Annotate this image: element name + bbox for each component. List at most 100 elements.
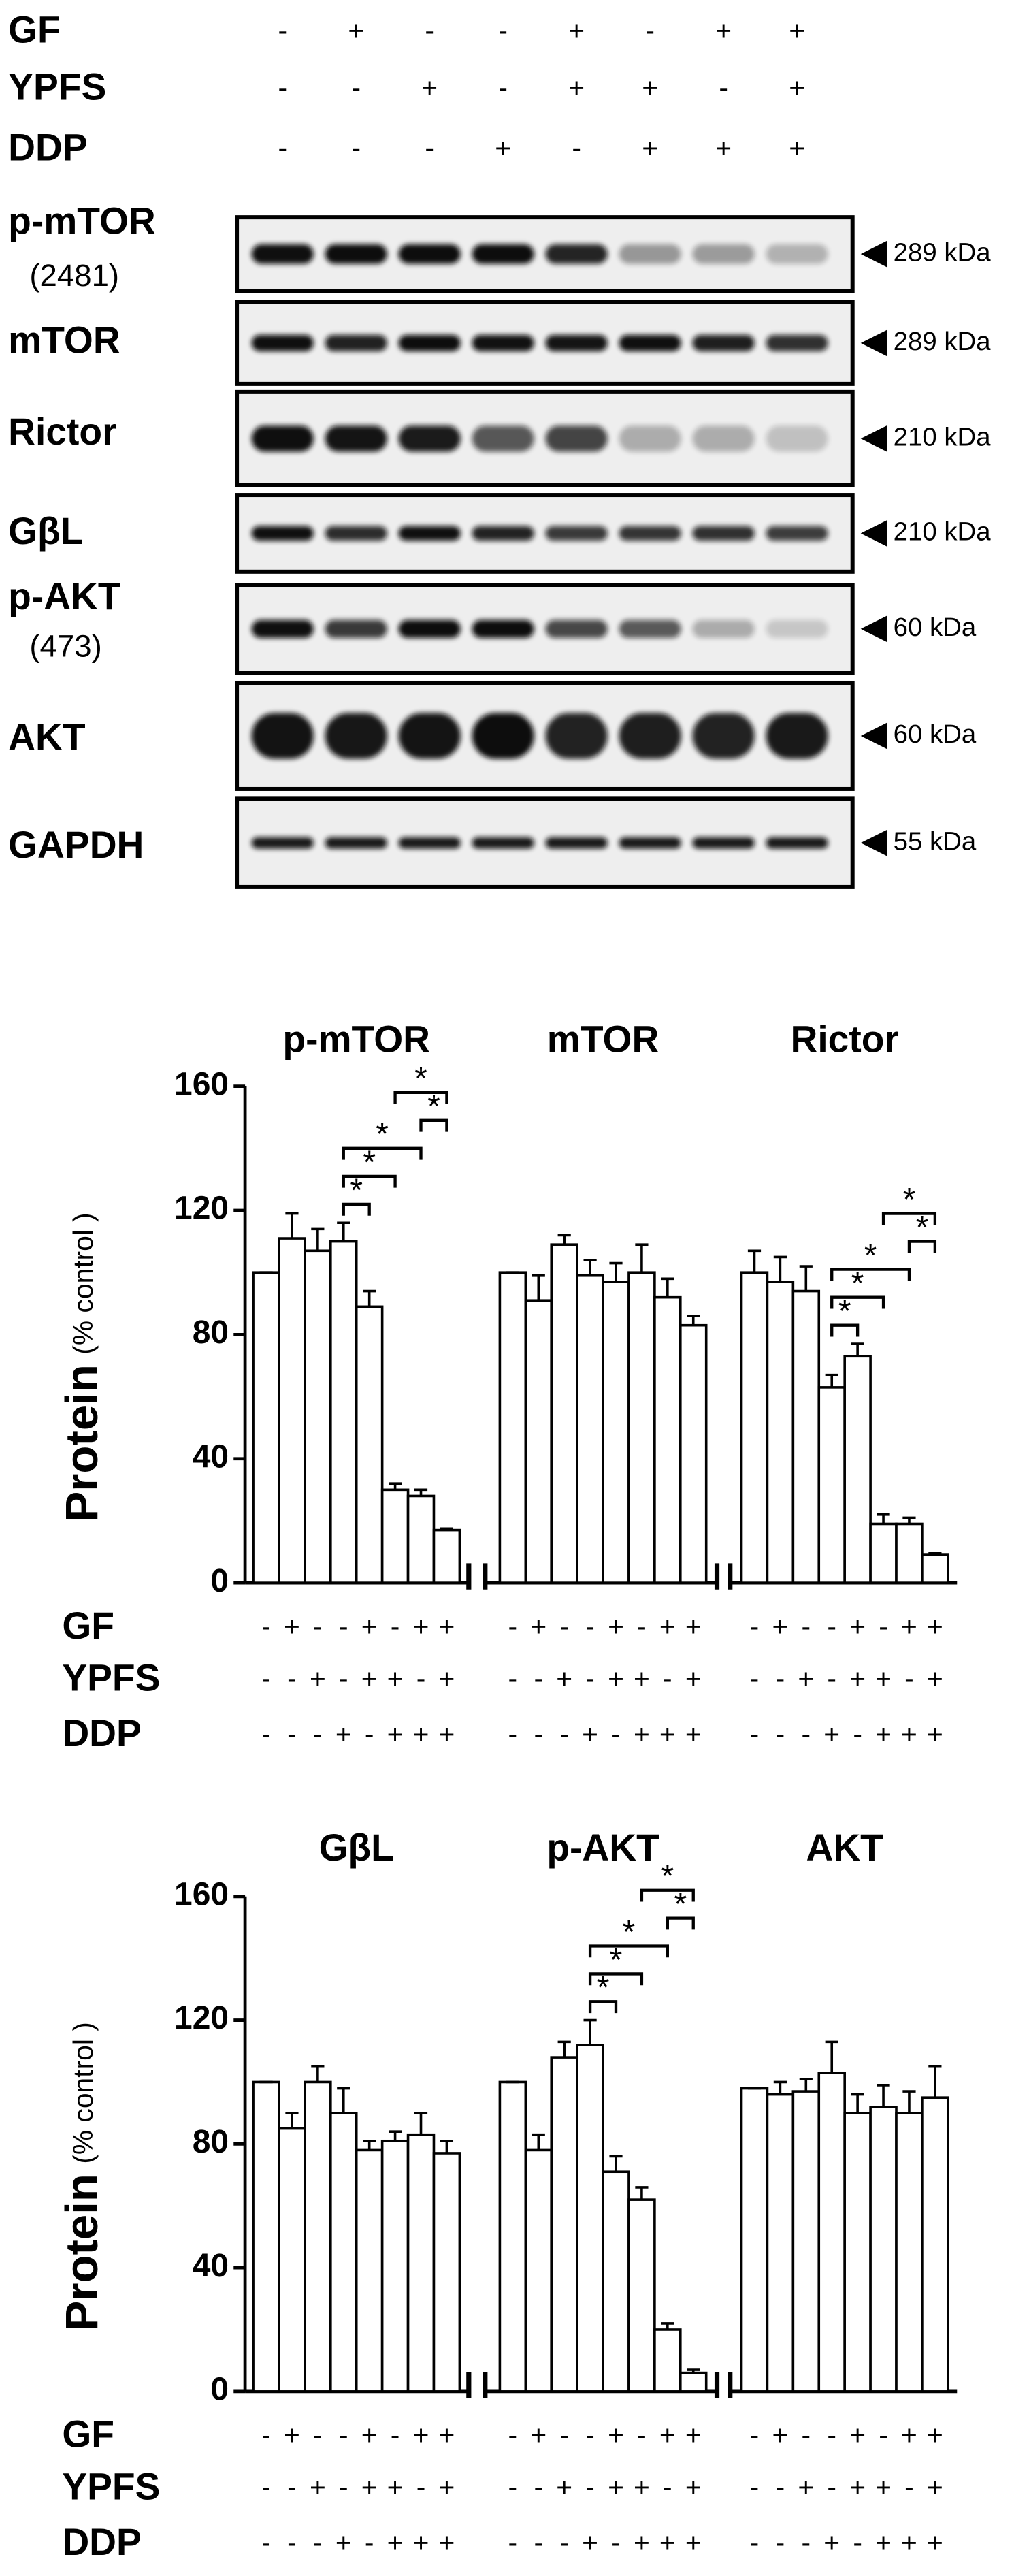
treatment-sign: + bbox=[927, 1611, 943, 1642]
bar bbox=[550, 2056, 578, 2393]
treatment-sign: + bbox=[608, 1663, 624, 1694]
treatment-sign: - bbox=[365, 1718, 374, 1750]
treatment-sign: - bbox=[313, 2419, 323, 2451]
treatment-sign: + bbox=[634, 2527, 650, 2558]
treatment-sign: + bbox=[901, 2527, 917, 2558]
treatment-sign: + bbox=[772, 2419, 788, 2451]
blot-band bbox=[472, 425, 534, 452]
blot-band bbox=[692, 526, 755, 541]
bar bbox=[252, 1271, 280, 1584]
bar bbox=[627, 1271, 656, 1584]
treatment-sign: - bbox=[645, 15, 655, 46]
treatment-sign: - bbox=[802, 1611, 811, 1642]
treatment-sign: + bbox=[685, 2472, 702, 2503]
bar bbox=[304, 1249, 332, 1584]
treatment-sign: - bbox=[827, 1663, 836, 1694]
error-bar bbox=[388, 1482, 402, 1490]
blot-band bbox=[251, 837, 314, 849]
treatment-sign: - bbox=[339, 1663, 348, 1694]
bar bbox=[766, 1281, 795, 1584]
treatment-sign: - bbox=[425, 133, 434, 164]
treatment-sign: - bbox=[827, 2472, 836, 2503]
blot-band bbox=[692, 619, 755, 639]
blot-band bbox=[472, 244, 534, 264]
treatment-sign: + bbox=[927, 2472, 943, 2503]
treatment-sign: + bbox=[642, 72, 658, 103]
treatment-sign: + bbox=[530, 2419, 546, 2451]
error-bar bbox=[902, 1516, 916, 1524]
significance-bracket bbox=[666, 1916, 695, 1930]
treatment-sign: - bbox=[637, 2419, 647, 2451]
treatment-sign: + bbox=[875, 2472, 892, 2503]
treatment-sign: - bbox=[313, 2527, 323, 2558]
treatment-sign: - bbox=[313, 1611, 323, 1642]
treatment-sign: + bbox=[875, 1663, 892, 1694]
treatment-label: YPFS bbox=[62, 2465, 160, 2507]
error-bar bbox=[773, 1255, 787, 1282]
blot-band bbox=[545, 244, 608, 264]
significance-bracket bbox=[588, 1944, 669, 1958]
blot-band bbox=[766, 244, 828, 264]
treatment-sign: - bbox=[508, 1611, 518, 1642]
bar bbox=[817, 2072, 846, 2393]
treatment-sign: - bbox=[278, 72, 287, 103]
blot-sublabel: (2481) bbox=[29, 258, 119, 293]
kda-label: 289 kDa bbox=[894, 327, 992, 356]
treatment-sign: - bbox=[585, 1611, 595, 1642]
treatment-sign: + bbox=[439, 1663, 455, 1694]
treatment-sign: - bbox=[287, 2527, 297, 2558]
treatment-sign: + bbox=[439, 1611, 455, 1642]
treatment-sign: + bbox=[823, 2527, 840, 2558]
blot-band bbox=[692, 244, 755, 264]
bar bbox=[329, 2112, 358, 2393]
error-bar bbox=[532, 1274, 545, 1301]
treatment-sign: + bbox=[568, 15, 585, 46]
bar bbox=[843, 2112, 872, 2393]
chart-title: Rictor bbox=[790, 1018, 898, 1060]
treatment-sign: + bbox=[361, 1611, 378, 1642]
error-bar bbox=[583, 1259, 597, 1276]
bar bbox=[653, 2328, 682, 2393]
treatment-sign: - bbox=[391, 1611, 400, 1642]
treatment-sign: - bbox=[351, 72, 361, 103]
bar bbox=[432, 2152, 461, 2393]
bar bbox=[498, 1271, 527, 1584]
error-bar bbox=[557, 1234, 571, 1245]
treatment-sign: - bbox=[750, 2419, 760, 2451]
kda-arrow bbox=[860, 329, 887, 357]
kda-label: 210 kDa bbox=[894, 517, 992, 547]
y-tick-label: 160 bbox=[174, 1876, 229, 1912]
treatment-label: DDP bbox=[62, 1712, 141, 1754]
treatment-sign: - bbox=[750, 2472, 760, 2503]
blot-band bbox=[692, 425, 755, 452]
treatment-label: DDP bbox=[8, 126, 88, 168]
treatment-sign: - bbox=[261, 2527, 271, 2558]
bar bbox=[329, 1240, 358, 1584]
treatment-sign: - bbox=[904, 1663, 914, 1694]
treatment-sign: - bbox=[585, 2419, 595, 2451]
significance-bracket bbox=[342, 1202, 371, 1216]
bar bbox=[498, 2080, 527, 2393]
blot-band bbox=[545, 619, 608, 639]
treatment-sign: - bbox=[508, 2527, 518, 2558]
error-bar bbox=[311, 2065, 325, 2082]
treatment-sign: - bbox=[508, 1663, 518, 1694]
treatment-sign: + bbox=[685, 2419, 702, 2451]
treatment-sign: + bbox=[413, 2527, 429, 2558]
error-bar bbox=[661, 2322, 674, 2330]
kda-arrow bbox=[860, 425, 887, 452]
blot-band bbox=[619, 619, 681, 639]
treatment-sign: - bbox=[559, 1718, 569, 1750]
bar bbox=[653, 1295, 682, 1584]
treatment-sign: + bbox=[849, 2472, 866, 2503]
treatment-label: GF bbox=[62, 2413, 114, 2456]
treatment-sign: + bbox=[642, 133, 658, 164]
kda-label: 289 kDa bbox=[894, 238, 992, 267]
y-tick-label: 80 bbox=[193, 2124, 229, 2160]
treatment-sign: - bbox=[853, 2527, 862, 2558]
error-bar bbox=[661, 1277, 674, 1298]
blot-band bbox=[251, 334, 314, 351]
bar bbox=[550, 1243, 578, 1584]
